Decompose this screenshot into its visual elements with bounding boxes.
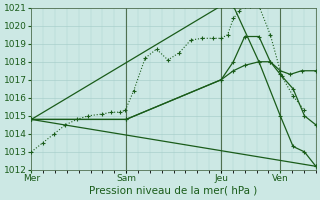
X-axis label: Pression niveau de la mer( hPa ): Pression niveau de la mer( hPa ) [90, 186, 258, 196]
